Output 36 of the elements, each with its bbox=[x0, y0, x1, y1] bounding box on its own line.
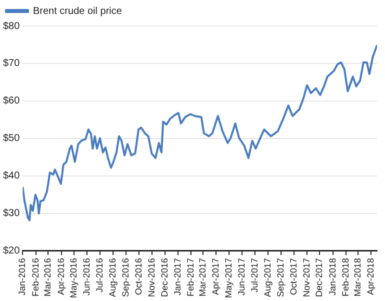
x-tick-label: Nov-2016 bbox=[146, 258, 157, 298]
x-tick-label: Feb-2017 bbox=[186, 258, 196, 297]
x-tick-label: May-2016 bbox=[68, 258, 79, 298]
x-tick-label: Apr-2018 bbox=[366, 258, 376, 296]
x-tick-label: Oct-2017 bbox=[288, 258, 298, 296]
x-tick-label: Jan-2017 bbox=[172, 258, 182, 296]
x-tick-label: Sep-2016 bbox=[120, 258, 131, 298]
x-tick-label: Jul-2016 bbox=[94, 258, 104, 293]
x-tick-label: May-2017 bbox=[223, 258, 234, 298]
y-tick-label: $80 bbox=[2, 20, 20, 32]
y-tick-label: $30 bbox=[2, 208, 20, 220]
x-tick-label: Mar-2016 bbox=[42, 258, 53, 297]
x-tick-label: Aug-2016 bbox=[108, 258, 118, 298]
y-tick-label: $50 bbox=[2, 133, 20, 144]
x-tick-label: Apr-2017 bbox=[210, 258, 221, 296]
x-tick-label: Jun-2017 bbox=[236, 258, 247, 296]
x-tick-label: Jun-2016 bbox=[82, 258, 92, 296]
x-tick-label: Nov-2017 bbox=[302, 258, 312, 298]
y-tick-label: $60 bbox=[2, 96, 20, 107]
x-tick-label: Apr-2016 bbox=[56, 258, 66, 296]
legend-label: Brent crude oil price bbox=[33, 6, 122, 17]
y-tick-label: $20 bbox=[2, 246, 20, 257]
x-tick-label: Sep-2017 bbox=[276, 258, 286, 298]
x-tick-label: Mar-2018 bbox=[352, 258, 362, 297]
x-tick-label: Mar-2017 bbox=[198, 258, 208, 297]
y-tick-label: $70 bbox=[2, 58, 20, 70]
x-tick-label: Dec-2016 bbox=[159, 258, 170, 298]
y-tick-label: $40 bbox=[2, 170, 20, 182]
x-tick-label: Feb-2018 bbox=[340, 258, 351, 297]
x-tick-label: Oct-2016 bbox=[133, 258, 144, 296]
x-tick-label: Jan-2016 bbox=[17, 258, 28, 296]
x-tick-label: Feb-2016 bbox=[30, 258, 40, 297]
x-tick-label: Aug-2017 bbox=[262, 258, 272, 298]
x-tick-label: Jan-2018 bbox=[327, 258, 338, 296]
x-tick-label: Jul-2017 bbox=[249, 258, 260, 293]
x-tick-label: Dec-2017 bbox=[314, 258, 324, 298]
